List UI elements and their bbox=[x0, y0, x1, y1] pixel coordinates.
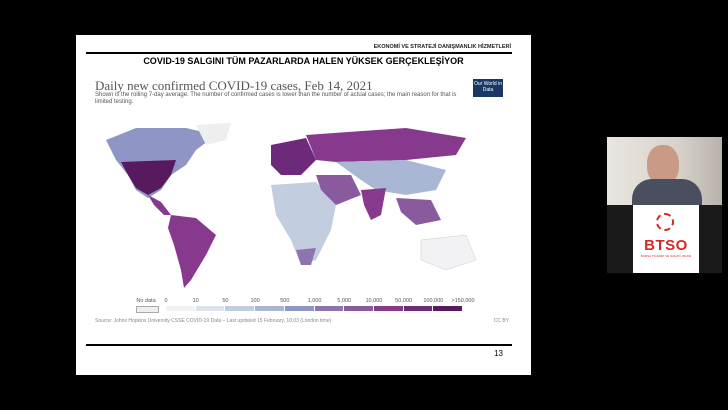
owid-logo: Our World in Data bbox=[473, 79, 503, 97]
license-label: CC BY bbox=[493, 318, 509, 324]
map-europe bbox=[271, 138, 316, 175]
legend-label: 5,000 bbox=[337, 298, 352, 304]
legend-swatch bbox=[225, 306, 256, 311]
map-australia bbox=[420, 234, 477, 271]
legend-no-data-swatch bbox=[136, 306, 159, 313]
logo-panel: BTSO BURSA TİCARET VE SANAYİ ODASI bbox=[607, 205, 722, 273]
map-subtitle: Shown is the rolling 7-day average. The … bbox=[95, 92, 457, 105]
map-africa bbox=[271, 182, 336, 265]
legend-swatch bbox=[433, 306, 464, 311]
legend-label: 0 bbox=[164, 298, 168, 304]
legend-swatch bbox=[344, 306, 374, 311]
logo-text: BTSO bbox=[644, 237, 688, 254]
presentation-slide: EKONOMİ VE STRATEJİ DANIŞMANLIK HİZMETLE… bbox=[76, 35, 531, 375]
presenter-shirt bbox=[632, 179, 702, 205]
legend-label: 100,000 bbox=[423, 298, 444, 304]
map-south-africa bbox=[296, 248, 316, 265]
legend-swatch bbox=[314, 306, 345, 311]
btso-logo: BTSO BURSA TİCARET VE SANAYİ ODASI bbox=[633, 205, 699, 273]
slide-kicker: EKONOMİ VE STRATEJİ DANIŞMANLIK HİZMETLE… bbox=[373, 44, 511, 50]
map-southeast-asia bbox=[396, 198, 441, 225]
legend-swatch bbox=[255, 306, 285, 311]
legend-swatch bbox=[166, 306, 196, 311]
map-title: Daily new confirmed COVID-19 cases, Feb … bbox=[95, 78, 373, 93]
legend-label: 10 bbox=[192, 298, 199, 304]
legend-label: 100 bbox=[250, 298, 260, 304]
source-note: Source: Johns Hopkins University CSSE CO… bbox=[95, 318, 332, 324]
map-central-america bbox=[148, 195, 171, 215]
legend-label: 10,000 bbox=[365, 298, 383, 304]
slide-title: COVID-19 SALGINI TÜM PAZARLARDA HALEN YÜ… bbox=[143, 56, 464, 66]
legend-label: 500 bbox=[280, 298, 290, 304]
map-south-america bbox=[168, 215, 216, 288]
legend-label: 50,000 bbox=[395, 298, 413, 304]
bottom-divider bbox=[86, 344, 512, 346]
legend-label: >150,000 bbox=[451, 298, 475, 304]
map-greenland bbox=[196, 123, 231, 145]
map-russia bbox=[306, 128, 466, 162]
legend-no-data-label: No data bbox=[136, 298, 156, 304]
legend-swatch bbox=[195, 306, 226, 311]
presenter-face bbox=[647, 145, 679, 185]
webcam-video bbox=[607, 137, 722, 205]
world-map bbox=[106, 123, 477, 288]
logo-subtext: BURSA TİCARET VE SANAYİ ODASI bbox=[640, 254, 692, 258]
map-asia bbox=[336, 160, 446, 195]
legend-swatch bbox=[373, 306, 404, 311]
map-india bbox=[361, 188, 386, 220]
legend-label: 1,000 bbox=[307, 298, 322, 304]
page-number: 13 bbox=[494, 349, 503, 358]
legend-swatch bbox=[403, 306, 434, 311]
legend-label: 50 bbox=[222, 298, 229, 304]
top-divider bbox=[86, 52, 512, 54]
map-middle-east bbox=[316, 175, 361, 205]
gear-emblem-icon bbox=[656, 213, 674, 231]
map-usa bbox=[121, 160, 176, 195]
legend-swatch bbox=[284, 306, 315, 311]
legend-color-bar bbox=[166, 306, 464, 311]
